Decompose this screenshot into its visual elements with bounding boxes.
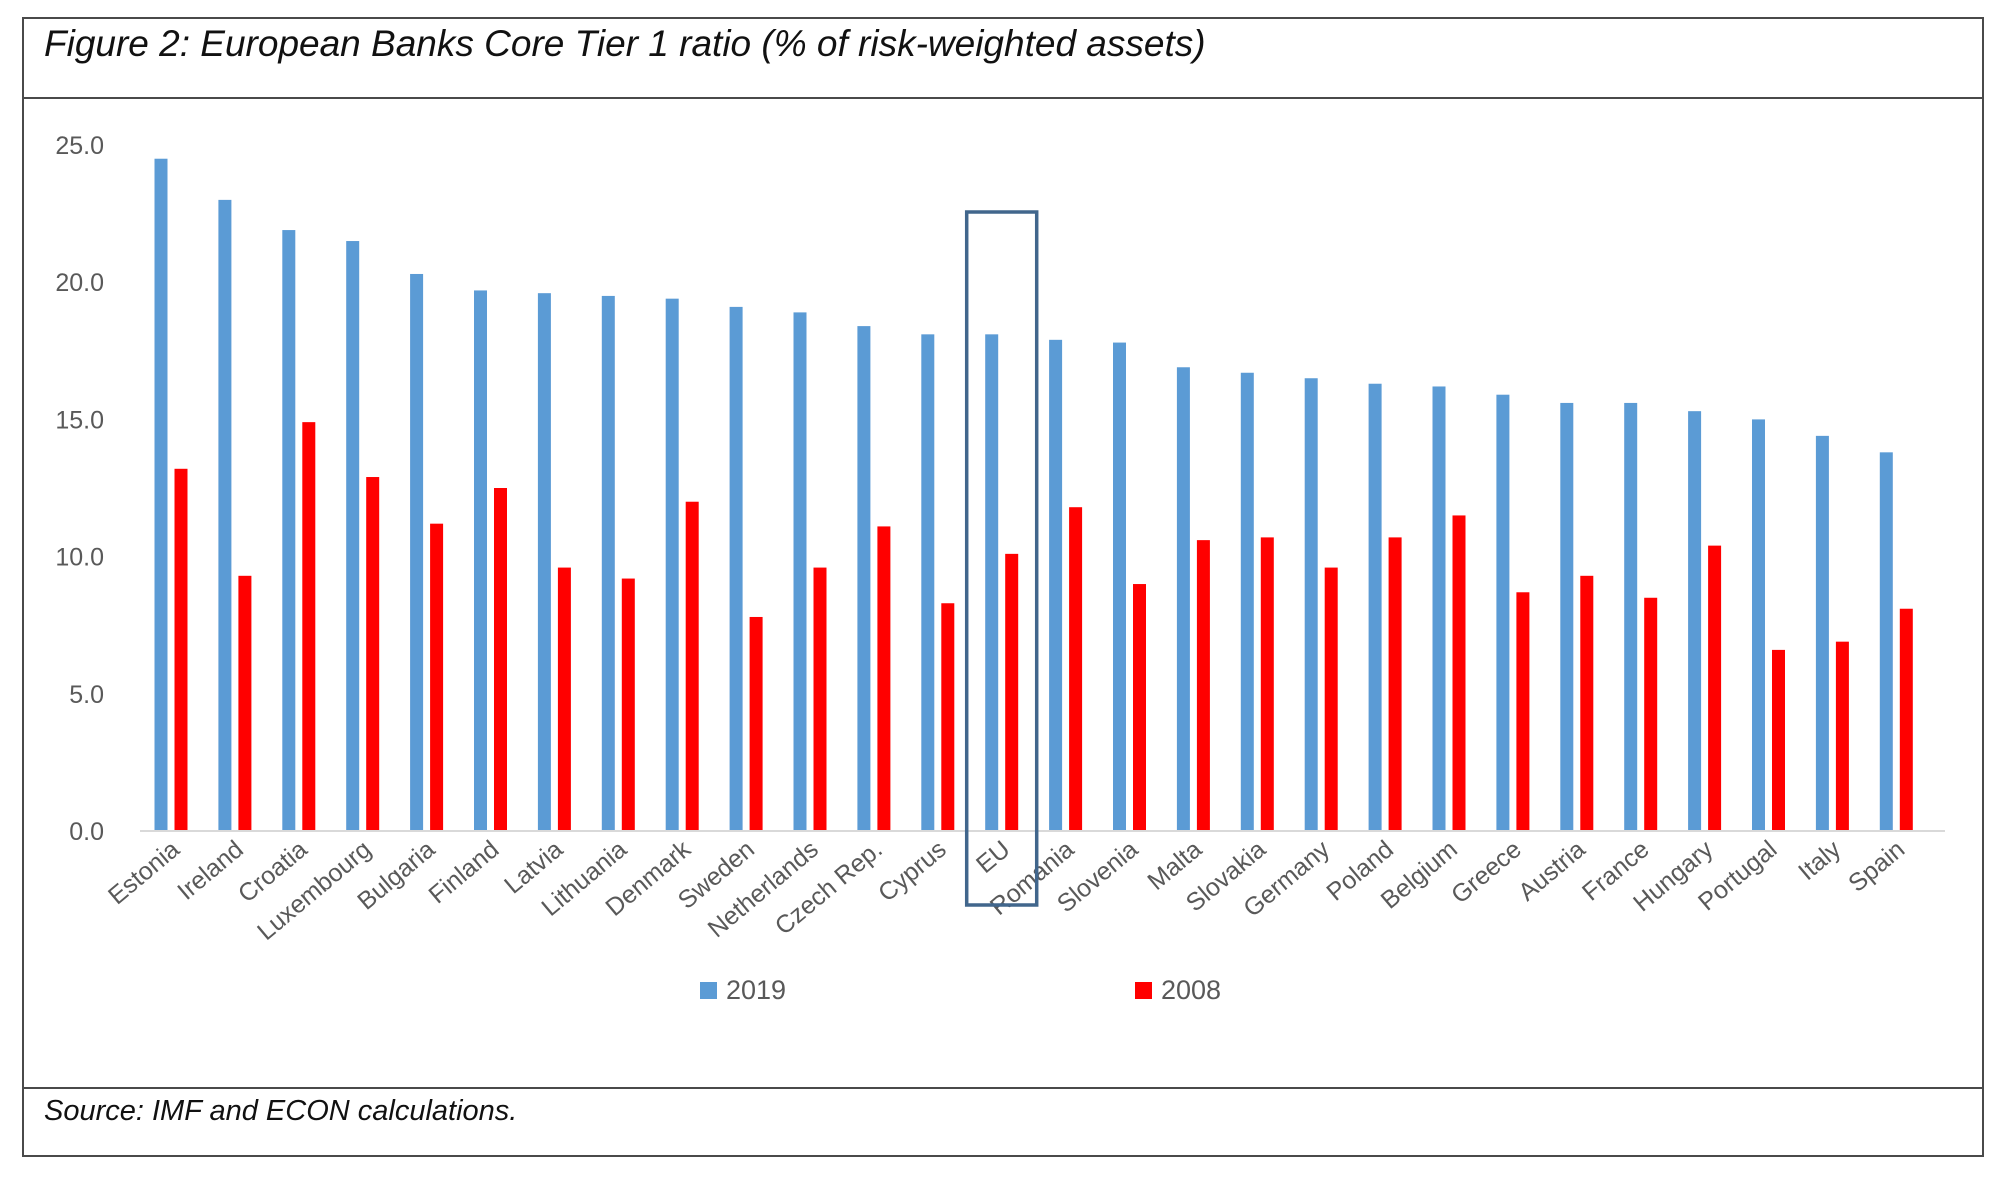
bar-2008-romania: [1069, 507, 1083, 831]
x-tick-label: Spain: [1843, 835, 1910, 898]
bar-2008-italy: [1835, 641, 1849, 831]
bar-2008-spain: [1899, 608, 1913, 831]
bar-2008-belgium: [1452, 515, 1466, 831]
bar-2008-finland: [494, 488, 507, 831]
x-tick-label: Italy: [1793, 835, 1847, 886]
bar-2019-poland: [1368, 383, 1382, 831]
bar-2019-denmark: [665, 298, 679, 831]
bar-2008-eu: [1005, 553, 1019, 831]
bar-2019-cyprus: [921, 334, 935, 831]
y-axis-ticks: 0.0 5.0 10.0 15.0 20.0 25.0: [55, 132, 104, 846]
bar-2008-portugal: [1772, 649, 1785, 831]
figure-frame: Figure 2: European Banks Core Tier 1 rat…: [22, 17, 1984, 1157]
bar-2019-italy: [1815, 435, 1829, 831]
bar-2008-netherlands: [813, 567, 827, 831]
figure-title: Figure 2: European Banks Core Tier 1 rat…: [44, 23, 1206, 64]
bar-2008-greece: [1516, 592, 1530, 831]
bar-2008-germany: [1324, 567, 1338, 831]
bar-2008-latvia: [557, 567, 571, 831]
y-tick-label: 20.0: [55, 269, 104, 297]
x-tick-label: Cyprus: [873, 835, 952, 907]
legend-swatch-2008: [1135, 982, 1152, 999]
bar-2019-latvia: [537, 293, 551, 831]
bar-2019-austria: [1560, 402, 1574, 831]
bar-2019-eu: [985, 334, 999, 831]
legend-swatch-2019: [700, 982, 717, 999]
chart-legend: 2019 2008: [700, 975, 1221, 1005]
bar-2008-poland: [1388, 537, 1402, 831]
x-axis-labels: EstoniaIrelandCroatiaLuxembourgBulgariaF…: [103, 835, 1910, 946]
bar-2008-ireland: [238, 575, 252, 831]
bar-2019-slovakia: [1240, 372, 1254, 831]
bar-2008-sweden: [749, 616, 763, 831]
bar-2008-hungary: [1708, 545, 1722, 831]
x-tick-label: Greece: [1446, 835, 1527, 909]
bar-2008-slovakia: [1260, 537, 1274, 831]
bar-2019-netherlands: [793, 312, 807, 831]
bar-2008-czech-rep: [877, 526, 891, 831]
title-row: Figure 2: European Banks Core Tier 1 rat…: [24, 19, 1982, 99]
bar-2019-sweden: [729, 306, 743, 831]
bar-2019-greece: [1496, 394, 1510, 831]
bar-2019-spain: [1879, 452, 1893, 831]
x-tick-label: Austria: [1513, 835, 1591, 907]
bar-2019-luxembourg: [346, 241, 360, 832]
y-tick-label: 5.0: [69, 681, 104, 709]
bar-2019-croatia: [282, 230, 296, 832]
y-tick-label: 10.0: [55, 544, 104, 572]
bar-2019-finland: [474, 290, 487, 831]
bar-2008-slovenia: [1133, 584, 1146, 831]
legend-label-2019: 2019: [726, 975, 786, 1005]
bar-2019-ireland: [218, 199, 232, 831]
y-tick-label: 25.0: [55, 132, 104, 160]
y-tick-label: 0.0: [69, 818, 104, 846]
bar-2008-malta: [1196, 540, 1210, 831]
bar-2019-estonia: [154, 158, 168, 832]
source-row: Source: IMF and ECON calculations.: [24, 1087, 1982, 1155]
x-tick-label: Finland: [424, 835, 505, 909]
bar-2019-slovenia: [1113, 342, 1126, 831]
bar-2019-germany: [1304, 378, 1318, 831]
bar-2008-croatia: [302, 422, 316, 831]
chart-bars: [154, 158, 1913, 832]
bar-2008-bulgaria: [430, 523, 444, 831]
bar-2019-romania: [1049, 339, 1063, 831]
legend-label-2008: 2008: [1161, 975, 1221, 1005]
figure-source: Source: IMF and ECON calculations.: [44, 1095, 518, 1127]
y-tick-label: 15.0: [55, 406, 104, 434]
bar-2008-denmark: [685, 501, 699, 831]
bar-2008-cyprus: [941, 603, 955, 831]
bar-2019-france: [1624, 402, 1638, 831]
x-tick-label: Estonia: [103, 835, 185, 910]
bar-2019-portugal: [1752, 419, 1765, 831]
bar-2019-hungary: [1688, 411, 1702, 831]
bar-2019-lithuania: [601, 295, 615, 831]
bar-2008-france: [1644, 597, 1658, 831]
bar-2019-bulgaria: [410, 273, 424, 831]
bar-2019-czech-rep: [857, 326, 871, 831]
bar-2008-estonia: [174, 468, 188, 831]
bar-2008-austria: [1580, 575, 1594, 831]
bar-2019-belgium: [1432, 386, 1446, 831]
x-tick-label: Ireland: [172, 835, 249, 906]
x-tick-label: EU: [971, 835, 1016, 879]
bar-2019-malta: [1176, 367, 1190, 831]
eu-highlight-box: [964, 210, 1039, 907]
bar-2008-lithuania: [621, 578, 635, 831]
bar-2008-luxembourg: [366, 477, 380, 831]
